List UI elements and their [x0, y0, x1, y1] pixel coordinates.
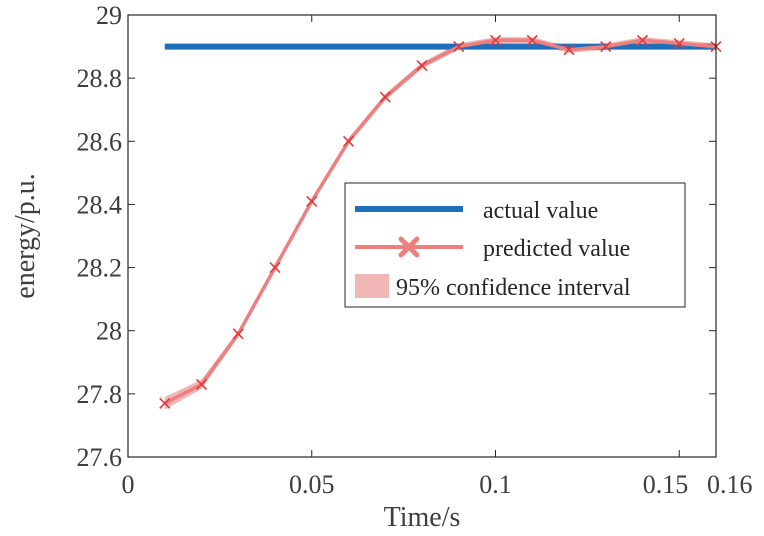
predicted-point-marker	[306, 195, 318, 207]
y-tick-label: 28.6	[77, 127, 123, 156]
y-tick-label: 27.8	[77, 380, 123, 409]
y-axis-label: energy/p.u.	[10, 173, 41, 298]
predicted-point-marker	[453, 41, 465, 53]
x-tick-label: 0.16	[707, 470, 753, 499]
legend-predicted-label: predicted value	[483, 236, 630, 262]
predicted-point-marker	[232, 328, 244, 340]
predicted-value-line	[163, 38, 717, 405]
x-axis-label: Time/s	[384, 502, 461, 533]
plot-frame	[127, 14, 717, 458]
legend-cross-icon	[398, 236, 420, 258]
y-tick-label: 29	[96, 1, 122, 30]
predicted-point-marker	[489, 34, 502, 46]
y-tick-label: 28.2	[77, 254, 123, 283]
y-tick-label: 27.6	[77, 443, 123, 472]
predicted-point-marker	[159, 397, 171, 409]
predicted-point-marker	[600, 41, 612, 53]
predicted-point-marker	[526, 34, 538, 46]
legend-actual-label: actual value	[483, 198, 598, 224]
predicted-point-marker	[563, 44, 575, 56]
predicted-point-marker	[416, 59, 428, 72]
legend-confidence-swatch	[355, 274, 389, 298]
predicted-point-marker	[673, 37, 685, 49]
series-layer	[163, 38, 717, 405]
x-tick-label: 0.1	[479, 470, 512, 499]
legend-confidence-label: 95% confidence interval	[396, 275, 631, 301]
legend: actual value predicted value 95% confide…	[344, 182, 686, 308]
y-tick-label: 28	[96, 317, 122, 346]
x-tick-label: 0.15	[643, 470, 689, 499]
legend-predicted-marker-icon	[398, 236, 420, 258]
predicted-point-marker	[379, 91, 391, 103]
predicted-point-marker	[636, 34, 649, 46]
x-tick-label: 0	[122, 470, 135, 499]
predicted-point-marker	[195, 378, 208, 390]
y-tick-label: 28.4	[77, 190, 123, 219]
tick-layer: 27.6 27.8 28 28.2 28.4 28.6 28.8 29 0 0.05 0.1 0.15…	[77, 1, 753, 499]
x-tick-label: 0.05	[289, 470, 335, 499]
predicted-point-marker	[269, 262, 281, 274]
marker-layer	[159, 34, 722, 409]
predicted-point-marker	[342, 135, 355, 147]
y-tick-label: 28.8	[77, 64, 123, 93]
